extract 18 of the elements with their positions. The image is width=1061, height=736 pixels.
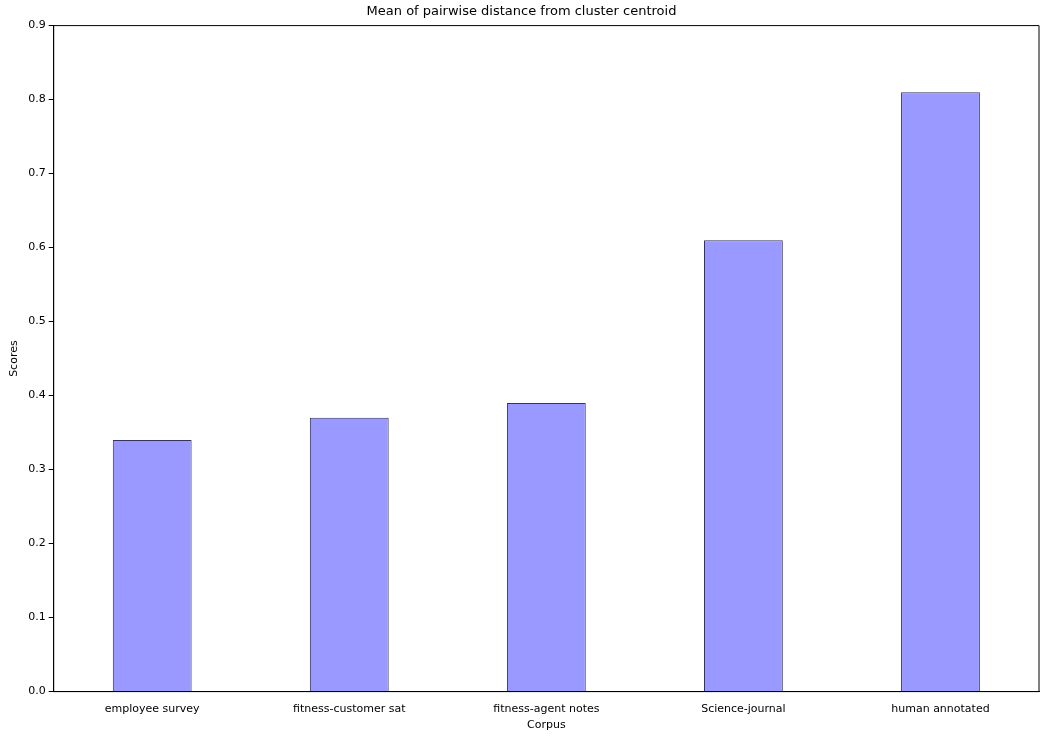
chart-title: Mean of pairwise distance from cluster centroid: [366, 3, 677, 19]
y-tick-label: 0.4: [28, 388, 46, 402]
y-axis-title: Scores: [7, 340, 21, 377]
y-tick-label: 0.6: [28, 240, 46, 254]
y-tick-label: 0.1: [28, 610, 46, 624]
x-tick-label: human annotated: [891, 702, 990, 716]
y-tick-label: 0.5: [28, 314, 46, 328]
x-tick-label: fitness-agent notes: [493, 702, 600, 716]
y-tick-label: 0.9: [28, 18, 46, 32]
y-tick-label: 0.0: [28, 684, 46, 698]
y-tick-label: 0.7: [28, 166, 46, 180]
y-tick-label: 0.3: [28, 462, 46, 476]
x-tick-label: employee survey: [104, 702, 201, 716]
x-tick-label: fitness-customer sat: [293, 702, 407, 716]
x-axis-title: Corpus: [527, 718, 566, 732]
y-tick-label: 0.2: [28, 536, 46, 550]
y-tick-label: 0.8: [28, 92, 46, 106]
x-tick-label: Science-journal: [701, 702, 786, 716]
